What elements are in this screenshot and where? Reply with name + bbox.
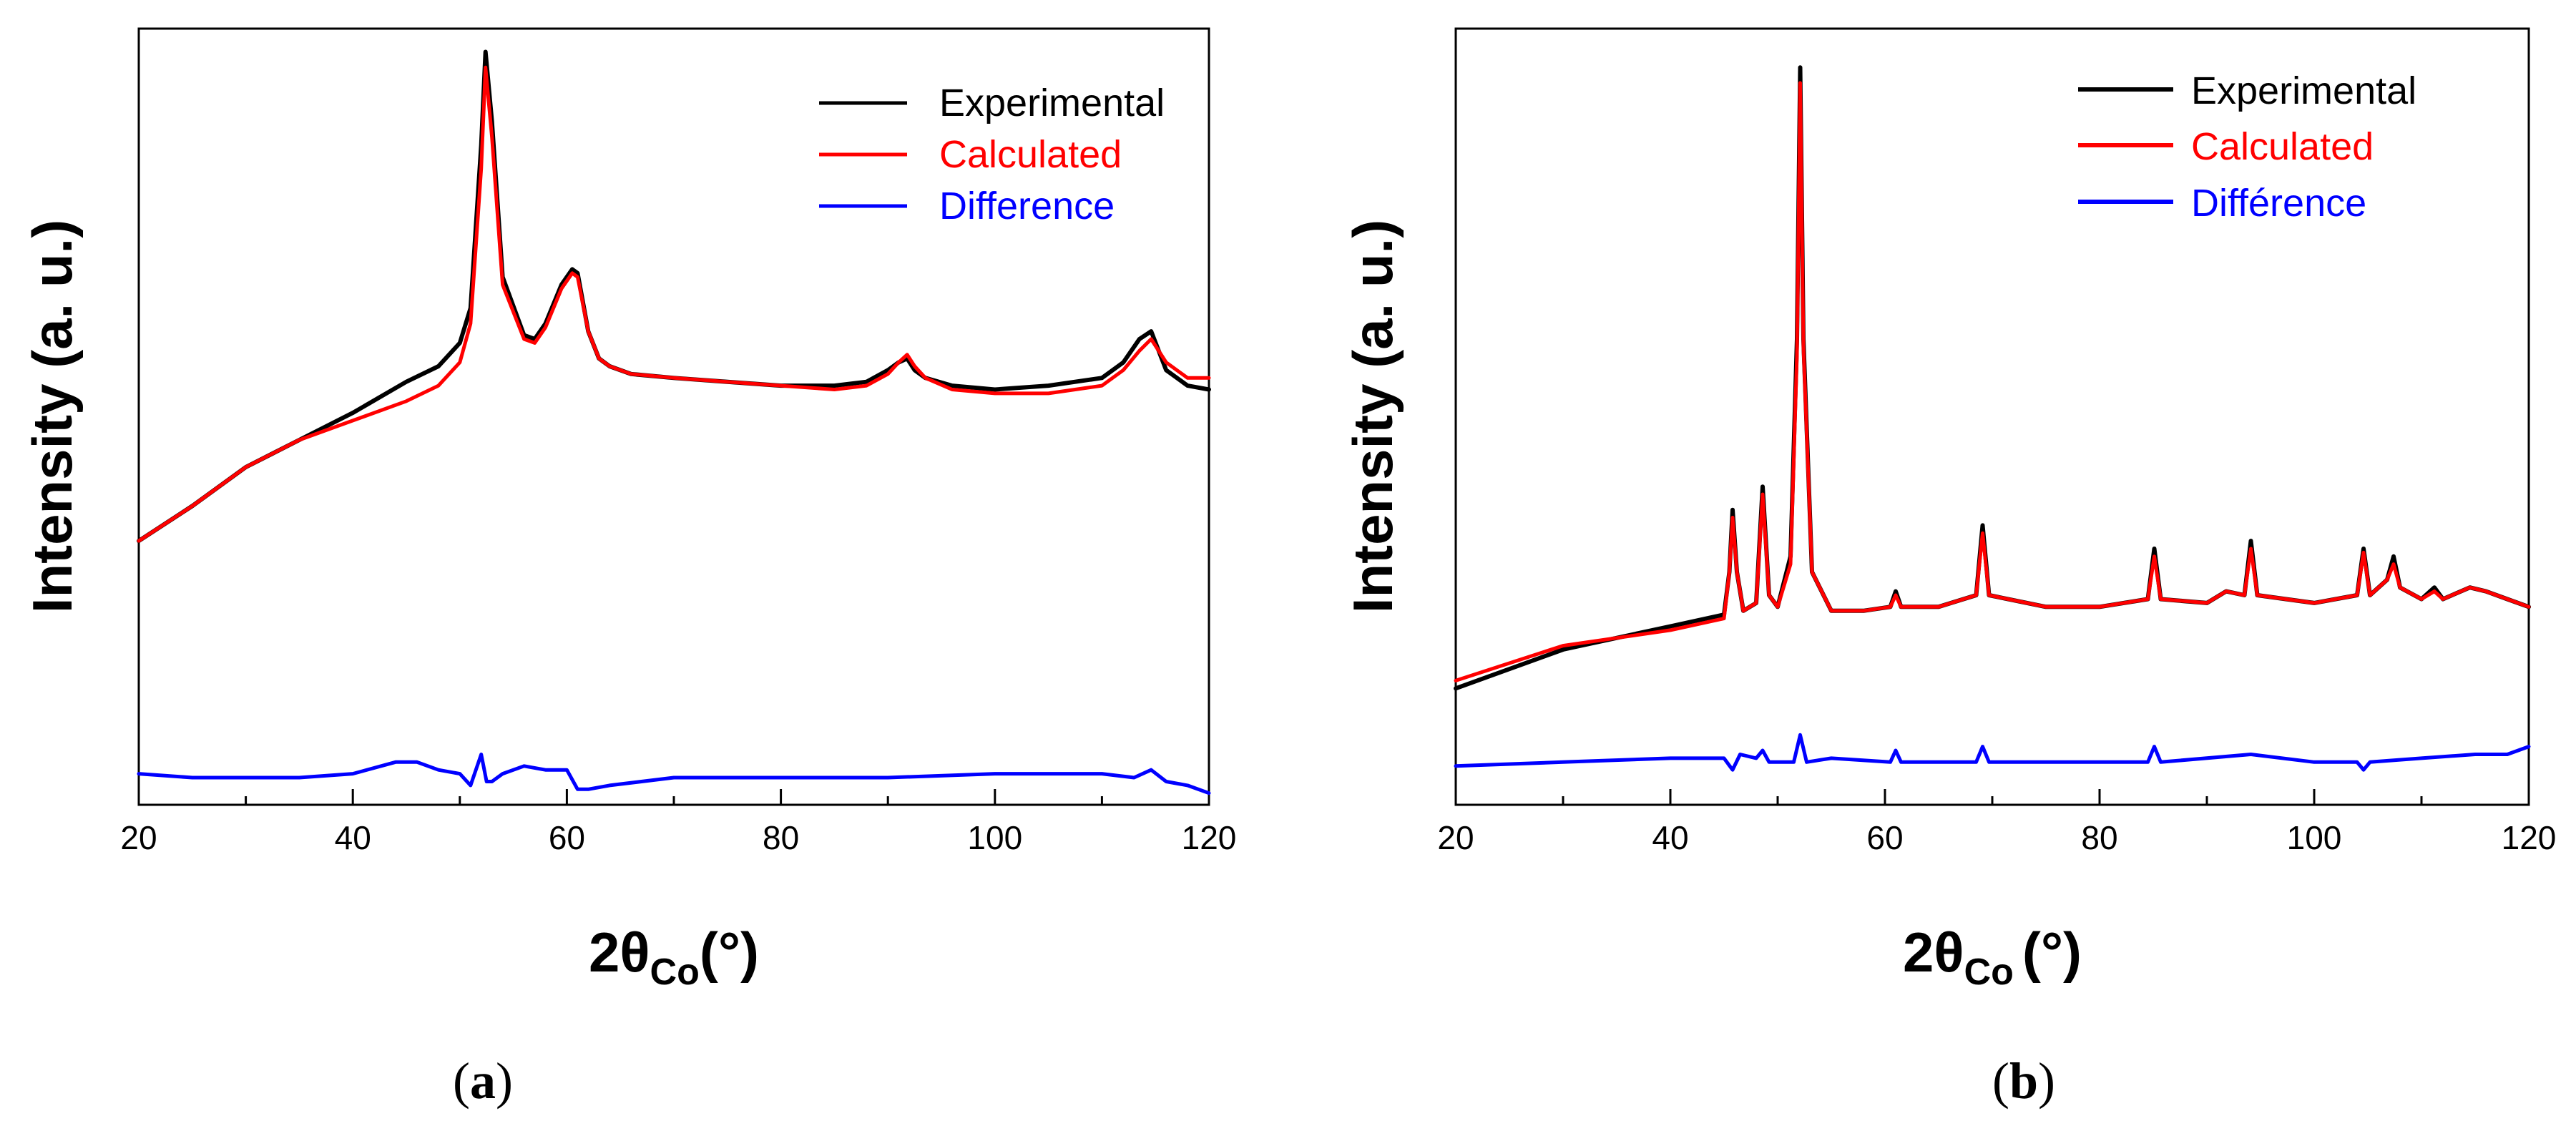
legend-a: Experimental Calculated Difference <box>819 82 1165 227</box>
x-tick-label-a-120: 120 <box>1182 819 1237 856</box>
x-axis-title-unit-a: (°) <box>700 921 759 984</box>
x-tick-label-b-100: 100 <box>2287 819 2342 856</box>
y-axis-title-a: Intensity (a. u.) <box>21 220 84 613</box>
x-tick-label-a-20: 20 <box>120 819 157 856</box>
x-axis-title-unit-b: (°) <box>2022 921 2082 984</box>
series-line-difference-a <box>137 753 1211 795</box>
legend-label-experimental-b: Experimental <box>2191 69 2416 112</box>
chart-panel-a: 20 40 60 80 100 120 Intensity (a. u.) 2θCo(°)… <box>21 27 1236 993</box>
panel-label-b: (b) <box>1992 1052 2055 1111</box>
x-tick-label-b-20: 20 <box>1437 819 1474 856</box>
legend-label-experimental-a: Experimental <box>939 82 1165 124</box>
x-axis-ticks-b: 20 40 60 80 100 120 <box>1437 789 2556 856</box>
x-tick-label-b-60: 60 <box>1866 819 1903 856</box>
legend-label-difference-b: Différence <box>2191 182 2366 225</box>
x-axis-title-b: 2θCo (°) <box>1903 921 2082 993</box>
x-tick-label-b-120: 120 <box>2502 819 2557 856</box>
legend-b: Experimental Calculated Différence <box>2078 69 2416 225</box>
series-group-a <box>137 49 1211 795</box>
x-axis-title-main-b: 2θ <box>1903 921 1964 984</box>
series-line-experimental-a <box>137 49 1211 544</box>
x-tick-label-a-40: 40 <box>335 819 371 856</box>
x-tick-label-b-40: 40 <box>1652 819 1688 856</box>
panel-label-b-close: ) <box>2038 1052 2056 1110</box>
panel-label-a-close: ) <box>495 1052 513 1110</box>
panel-label-a-open: ( <box>453 1052 470 1110</box>
panel-label-a: (a) <box>453 1052 513 1111</box>
panel-label-b-open: ( <box>1992 1052 2009 1110</box>
legend-label-difference-a: Difference <box>939 185 1115 227</box>
series-group-b <box>1454 65 2531 772</box>
panel-label-a-letter: a <box>469 1052 496 1110</box>
series-line-calculated-b <box>1454 81 2531 682</box>
x-axis-title-main-a: 2θ <box>589 921 650 984</box>
y-axis-title-b: Intensity (a. u.) <box>1341 220 1404 613</box>
x-axis-title-a: 2θCo(°) <box>589 921 759 993</box>
legend-label-calculated-a: Calculated <box>939 133 1122 176</box>
series-line-diffrence-b <box>1454 733 2531 772</box>
panel-label-b-letter: b <box>2009 1052 2039 1110</box>
legend-label-calculated-b: Calculated <box>2191 125 2374 168</box>
chart-panel-b: 20 40 60 80 100 120 Intensity (a. u.) 2θCo (°)… <box>1341 27 2556 993</box>
x-tick-label-a-80: 80 <box>763 819 799 856</box>
x-tick-label-a-60: 60 <box>549 819 585 856</box>
x-tick-label-b-80: 80 <box>2081 819 2117 856</box>
x-axis-title-sub-a: Co <box>650 951 700 993</box>
x-axis-title-sub-b: Co <box>1964 951 2014 993</box>
x-axis-ticks-a: 20 40 60 80 100 120 <box>120 789 1236 856</box>
series-line-calculated-a <box>137 65 1211 543</box>
x-tick-label-a-100: 100 <box>967 819 1022 856</box>
